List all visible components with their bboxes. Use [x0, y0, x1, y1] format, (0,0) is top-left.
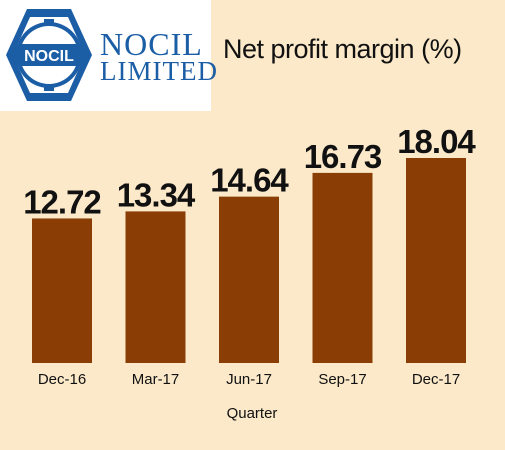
company-name-line1: NOCIL [100, 26, 203, 62]
bars [32, 158, 466, 363]
value-label-mar-17: 13.34 [117, 176, 196, 213]
x-tick-label-mar-17: Mar-17 [132, 371, 180, 388]
x-tick-label-sep-17: Sep-17 [318, 371, 366, 388]
bar-jun-17 [219, 196, 279, 363]
x-tick-label-jun-17: Jun-17 [226, 371, 272, 388]
bar-mar-17 [125, 211, 186, 363]
x-tick-label-dec-17: Dec-17 [412, 371, 460, 388]
bar-dec-17 [406, 158, 466, 363]
bar-dec-16 [32, 218, 92, 363]
logo-badge-text: NOCIL [24, 48, 74, 65]
x-axis-title: Quarter [227, 405, 278, 422]
value-labels: 12.72 13.34 14.64 16.73 18.04 [23, 123, 477, 220]
bar-sep-17 [312, 172, 373, 363]
value-label-dec-17: 18.04 [397, 123, 476, 160]
value-label-jun-17: 14.64 [210, 162, 289, 199]
value-label-dec-16: 12.72 [23, 183, 101, 220]
x-axis-tick-labels: Dec-16 Mar-17 Jun-17 Sep-17 Dec-17 [38, 371, 460, 388]
company-name-line2: LIMITED [100, 56, 218, 86]
x-tick-label-dec-16: Dec-16 [38, 371, 86, 388]
nocil-logo-icon: NOCIL [6, 9, 92, 101]
logo-panel: NOCIL NOCIL LIMITED [0, 0, 217, 111]
chart-title: Net profit margin (%) [223, 34, 462, 64]
value-label-sep-17: 16.73 [304, 138, 382, 175]
